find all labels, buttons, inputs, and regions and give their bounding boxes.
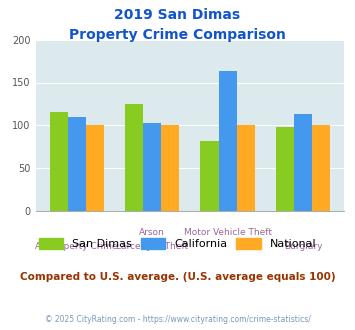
Bar	[125, 104, 143, 211]
Text: All Property Crime: All Property Crime	[36, 242, 118, 251]
Bar	[312, 125, 330, 211]
Bar	[143, 123, 161, 211]
Text: © 2025 CityRating.com - https://www.cityrating.com/crime-statistics/: © 2025 CityRating.com - https://www.city…	[45, 315, 310, 324]
Text: Compared to U.S. average. (U.S. average equals 100): Compared to U.S. average. (U.S. average …	[20, 272, 335, 282]
Text: Property Crime Comparison: Property Crime Comparison	[69, 28, 286, 42]
Bar	[294, 114, 312, 211]
Text: Motor Vehicle Theft: Motor Vehicle Theft	[184, 228, 272, 237]
Bar	[201, 141, 219, 211]
Bar	[161, 125, 179, 211]
Text: 2019 San Dimas: 2019 San Dimas	[114, 8, 241, 22]
Bar	[86, 125, 104, 211]
Text: Larceny & Theft: Larceny & Theft	[116, 242, 188, 251]
Text: Burglary: Burglary	[284, 242, 322, 251]
Text: Arson: Arson	[139, 228, 165, 237]
Bar	[219, 71, 237, 211]
Legend: San Dimas, California, National: San Dimas, California, National	[34, 233, 321, 253]
Bar	[68, 117, 86, 211]
Bar	[276, 127, 294, 211]
Bar	[237, 125, 255, 211]
Bar	[50, 112, 68, 211]
